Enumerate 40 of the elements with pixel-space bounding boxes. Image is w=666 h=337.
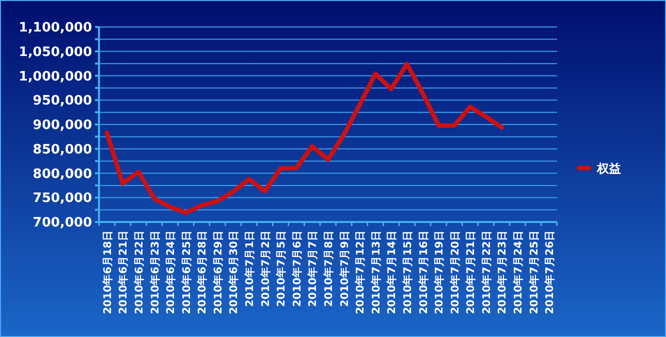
y-tick-label: 850,000 [32,142,92,158]
x-tick-label: 2010年7月5日 [274,230,288,307]
x-tick-label: 2010年7月8日 [322,230,335,307]
x-tick-label: 2010年7月7日 [306,230,320,307]
x-tick-label: 2010年6月22日 [132,230,146,314]
y-tick-label: 1,000,000 [18,69,92,84]
x-tick-label: 2010年7月21日 [464,230,478,314]
y-tick-label: 1,050,000 [18,44,92,60]
x-tick-label: 2010年6月18日 [100,230,114,314]
x-tick-label: 2010年7月20日 [448,230,462,314]
y-tick-label: 750,000 [32,191,92,206]
x-tick-label: 2010年6月24日 [164,230,178,314]
x-tick-label: 2010年7月15日 [400,230,414,314]
x-tick-label: 2010年7月16日 [416,230,430,314]
y-tick-label: 700,000 [32,216,92,230]
x-tick-label: 2010年6月29日 [211,230,224,314]
x-tick-label: 2010年7月13日 [369,230,382,314]
y-tick-label: 800,000 [32,166,92,182]
x-tick-label: 2010年7月23日 [496,230,509,314]
x-tick-label: 2010年7月24日 [512,230,525,314]
x-tick-label: 2010年6月25日 [180,230,193,314]
y-tick-label: 900,000 [32,118,92,133]
x-tick-label: 2010年6月21日 [116,230,130,314]
x-tick-label: 2010年7月6日 [290,230,304,307]
x-tick-label: 2010年6月30日 [227,230,240,314]
x-tick-label: 2010年7月22日 [480,230,493,314]
x-tick-label: 2010年6月23日 [148,230,162,314]
x-tick-label: 2010年7月1日 [243,230,256,307]
x-tick-label: 2010年7月2日 [258,230,272,307]
x-tick-label: 2010年7月14日 [385,230,398,314]
x-tick-label: 2010年7月19日 [432,230,446,314]
x-tick-label: 2010年6月28日 [196,230,209,314]
line-series [104,62,504,215]
y-tick-label: 1,100,000 [18,20,92,36]
y-tick-label: 950,000 [32,94,92,109]
x-tick-label: 2010年7月26日 [543,230,556,314]
x-tick-label: 2010年7月25日 [527,230,540,314]
x-tick-label: 2010年7月12日 [354,230,367,314]
x-tick-label: 2010年7月9日 [338,230,351,307]
legend-label: 权益 [596,162,621,176]
